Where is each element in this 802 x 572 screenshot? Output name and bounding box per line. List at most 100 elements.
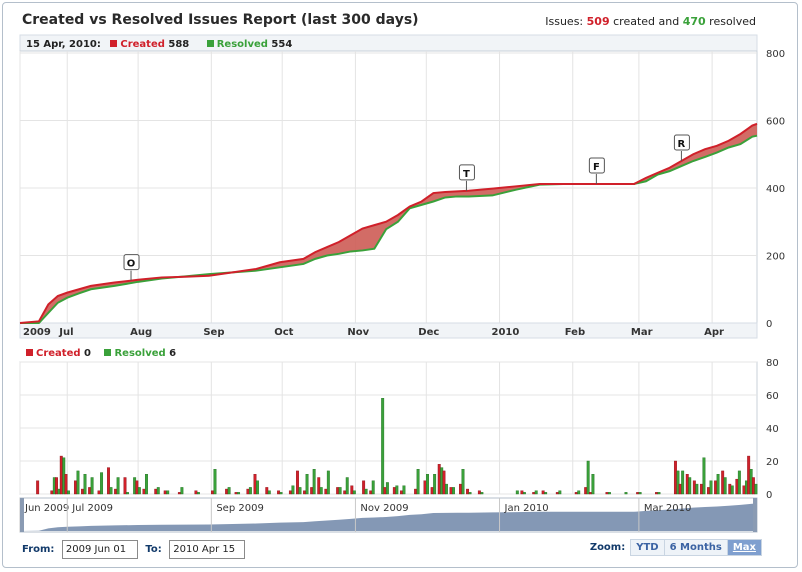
annotation-label: F [593,162,600,173]
created-bar [685,474,689,495]
created-swatch [110,40,118,47]
resolved-bar [381,398,385,495]
resolved-bar [480,492,484,495]
annotation-flag [123,254,140,271]
created-bar [636,492,640,495]
zoom-max-button[interactable]: Max [726,539,762,556]
y-tick-label: 400 [766,184,785,195]
resolved-bar [754,483,758,495]
x-tick-label: 2009 [23,327,51,338]
resolved-bar [338,487,342,495]
resolved-bar [126,492,129,495]
resolved-bar [371,480,375,495]
created-bar [88,487,92,495]
resolved-bar [237,492,241,495]
navigator-label: Nov 2009 [360,503,408,514]
created-resolved-gap-area [20,123,757,323]
from-date-input[interactable] [61,540,138,559]
resolved-bar [144,474,148,495]
resolved-bar [395,485,399,495]
legend-created-label: Created [36,348,81,359]
resolved-bar [461,469,465,495]
resolved-bar [737,470,741,495]
created-count: 509 [586,15,610,28]
resolved-bar [180,487,184,495]
created-bar [541,490,545,495]
top-legend: 15 Apr, 2010: Created 588 Resolved 554 [26,39,292,50]
y-tick-label: 0 [766,490,772,501]
created-bar [123,477,127,495]
resolved-bar [196,492,200,495]
created-bar [605,492,609,495]
zoom-6-months-button[interactable]: 6 Months [663,539,728,556]
resolved-bar [657,492,661,495]
created-bar [246,488,250,495]
resolved-bar [681,470,685,495]
created-bar [707,487,710,495]
resolved-bar [227,487,231,495]
created-bar [721,470,725,495]
annotation-flag [588,157,605,174]
created-bar [81,488,84,495]
resolved-bar [444,483,448,495]
x-tick-label: Sep [203,327,224,338]
legend-created-label: Created [120,39,165,50]
resolved-bar [702,457,706,495]
created-bar [699,483,703,495]
zoom-ytd-button[interactable]: YTD [630,539,665,556]
resolved-bar [305,474,309,495]
x-tick-label: Jul [58,327,73,338]
created-bar [399,490,403,495]
navigator-label: Jan 2010 [504,503,549,514]
created-bar [477,490,481,495]
legend-resolved-label: Resolved [216,39,268,50]
resolved-bar [364,488,368,495]
x-tick-label: Oct [274,327,293,338]
resolved-bar [76,470,80,495]
zoom-control: Zoom: YTD 6 Months Max [590,539,762,556]
resolved-bar [352,490,356,495]
resolved-bar [298,487,302,495]
to-date-input[interactable] [169,540,246,559]
resolved-bar [291,485,295,495]
legend-created-value: 0 [84,348,91,359]
resolved-bar [109,487,113,495]
created-bar [97,490,101,495]
resolved-bar [137,487,141,495]
created-bar [574,492,578,495]
resolved-bar [624,492,628,495]
resolved-bar [116,477,120,495]
created-bar [210,490,214,495]
created-bar [336,487,340,495]
created-bar [225,488,229,495]
x-tick-label: Dec [418,327,439,338]
resolved-swatch [104,349,112,356]
created-bar [466,488,470,495]
created-bar [747,455,751,495]
x-tick-label: Feb [565,327,585,338]
x-tick-label: Apr [704,327,724,338]
created-bar [430,487,434,495]
created-bar [449,487,453,495]
created-bar [362,480,366,495]
y-tick-label: 600 [766,117,785,128]
x-axis-bar [19,322,758,339]
created-bar [59,455,63,495]
page-title: Created vs Resolved Issues Report (last … [22,12,419,28]
created-bar [36,480,40,495]
created-bar [310,487,314,495]
created-bar [142,488,146,495]
y-tick-label: 800 [766,49,785,60]
summary-prefix: Issues: [545,15,584,28]
created-bar [154,488,158,495]
resolved-bar [279,492,283,495]
created-bar [414,488,418,495]
resolved-bar [515,490,519,495]
y-tick-label: 60 [766,391,779,402]
annotation-label: T [463,169,470,180]
resolved-bar [416,469,420,495]
created-bar [277,490,281,495]
created-bar [584,487,588,495]
resolved-bar [688,477,692,495]
